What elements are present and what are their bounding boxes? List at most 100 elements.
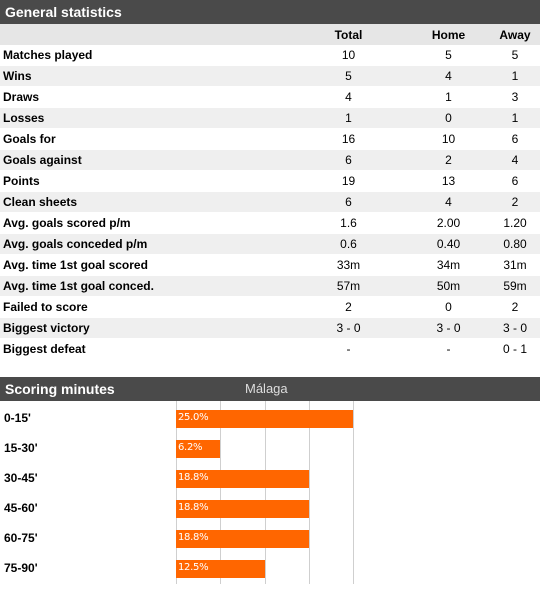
general-statistics-title: General statistics xyxy=(0,0,540,24)
grid-line xyxy=(353,401,354,584)
table-row: Losses 1 0 1 xyxy=(0,107,540,129)
row-label: Failed to score xyxy=(0,296,290,318)
away-cell: 1 xyxy=(490,65,540,87)
total-cell: 19 xyxy=(290,170,407,192)
total-cell: 6 xyxy=(290,149,407,171)
row-label: Draws xyxy=(0,86,290,108)
away-cell: 2 xyxy=(490,191,540,213)
grid-line xyxy=(176,401,177,584)
away-cell: 0 - 1 xyxy=(490,338,540,360)
away-cell: 6 xyxy=(490,128,540,150)
away-cell: 3 - 0 xyxy=(490,317,540,339)
home-cell: 5 xyxy=(407,45,490,66)
total-cell: 1 xyxy=(290,107,407,129)
away-cell: 5 xyxy=(490,45,540,66)
row-label: Clean sheets xyxy=(0,191,290,213)
row-label: Avg. time 1st goal conced. xyxy=(0,275,290,297)
scoring-bar-label: 18.8% xyxy=(178,532,209,543)
row-label: Avg. time 1st goal scored xyxy=(0,254,290,276)
home-cell: 50m xyxy=(407,275,490,297)
table-row: Matches played 10 5 5 xyxy=(0,45,540,66)
home-cell: 1 xyxy=(407,86,490,108)
total-cell: - xyxy=(290,338,407,360)
table-row: Failed to score 2 0 2 xyxy=(0,296,540,318)
home-cell: 4 xyxy=(407,191,490,213)
total-cell: 57m xyxy=(290,275,407,297)
team-name: Málaga xyxy=(245,381,288,396)
scoring-bar: 18.8% xyxy=(176,530,309,548)
minute-bucket-row: 75-90' 12.5% xyxy=(0,554,540,584)
table-row: Goals against 6 2 4 xyxy=(0,149,540,171)
table-row: Avg. goals scored p/m 1.6 2.00 1.20 xyxy=(0,212,540,234)
column-header-total: Total xyxy=(290,24,407,45)
minute-bucket-label: 75-90' xyxy=(4,561,38,575)
table-row: Avg. time 1st goal scored 33m 34m 31m xyxy=(0,254,540,276)
column-header-home: Home xyxy=(407,24,490,45)
home-cell: 3 - 0 xyxy=(407,317,490,339)
total-cell: 1.6 xyxy=(290,212,407,234)
row-label: Wins xyxy=(0,65,290,87)
total-cell: 2 xyxy=(290,296,407,318)
away-cell: 1.20 xyxy=(490,212,540,234)
minute-bucket-label: 0-15' xyxy=(4,411,31,425)
home-cell: 0 xyxy=(407,296,490,318)
column-header-label xyxy=(0,24,290,45)
general-statistics-table: Total Home Away Matches played 10 5 5 Wins 5 4… xyxy=(0,24,540,360)
minute-bucket-label: 60-75' xyxy=(4,531,38,545)
away-cell: 2 xyxy=(490,296,540,318)
scoring-minutes-chart: 0-15' 25.0% 15-30' 6.2% 30-45' 18.8% 45-60' 18.… xyxy=(0,401,540,584)
table-row: Avg. goals conceded p/m 0.6 0.40 0.80 xyxy=(0,233,540,255)
scoring-bar-label: 6.2% xyxy=(178,442,203,453)
home-cell: - xyxy=(407,338,490,360)
home-cell: 10 xyxy=(407,128,490,150)
total-cell: 3 - 0 xyxy=(290,317,407,339)
row-label: Biggest defeat xyxy=(0,338,290,360)
scoring-bar: 25.0% xyxy=(176,410,353,428)
home-cell: 13 xyxy=(407,170,490,192)
row-label: Losses xyxy=(0,107,290,129)
table-row: Avg. time 1st goal conced. 57m 50m 59m xyxy=(0,275,540,297)
table-row: Biggest defeat - -0 - 1 xyxy=(0,338,540,360)
scoring-minutes-section: Scoring minutes Málaga 0-15' 25.0% 15-30' 6… xyxy=(0,377,540,584)
scoring-minutes-header: Scoring minutes Málaga xyxy=(0,377,540,401)
total-cell: 33m xyxy=(290,254,407,276)
away-cell: 1 xyxy=(490,107,540,129)
table-row: Draws 4 1 3 xyxy=(0,86,540,108)
table-row: Points 19 13 6 xyxy=(0,170,540,192)
scoring-bar: 12.5% xyxy=(176,560,265,578)
table-header-row: Total Home Away xyxy=(0,24,540,45)
away-cell: 59m xyxy=(490,275,540,297)
row-label: Goals against xyxy=(0,149,290,171)
section-spacer xyxy=(0,360,540,377)
minute-bucket-row: 0-15' 25.0% xyxy=(0,404,540,434)
grid-line xyxy=(220,401,221,584)
minute-bucket-label: 15-30' xyxy=(4,441,38,455)
grid-line xyxy=(265,401,266,584)
scoring-bar: 18.8% xyxy=(176,470,309,488)
row-label: Avg. goals scored p/m xyxy=(0,212,290,234)
scoring-bar-label: 18.8% xyxy=(178,502,209,513)
total-cell: 4 xyxy=(290,86,407,108)
away-cell: 31m xyxy=(490,254,540,276)
minute-bucket-row: 45-60' 18.8% xyxy=(0,494,540,524)
table-row: Goals for 16 10 6 xyxy=(0,128,540,150)
away-cell: 6 xyxy=(490,170,540,192)
row-label: Avg. goals conceded p/m xyxy=(0,233,290,255)
minute-bucket-row: 60-75' 18.8% xyxy=(0,524,540,554)
column-header-away: Away xyxy=(490,24,540,45)
table-row: Wins 5 4 1 xyxy=(0,65,540,87)
away-cell: 4 xyxy=(490,149,540,171)
scoring-bar-label: 12.5% xyxy=(178,562,209,573)
home-cell: 2.00 xyxy=(407,212,490,234)
home-cell: 2 xyxy=(407,149,490,171)
scoring-minutes-title: Scoring minutes xyxy=(5,381,115,397)
row-label: Matches played xyxy=(0,45,290,66)
total-cell: 0.6 xyxy=(290,233,407,255)
row-label: Biggest victory xyxy=(0,317,290,339)
total-cell: 16 xyxy=(290,128,407,150)
minute-bucket-label: 30-45' xyxy=(4,471,38,485)
minute-bucket-row: 15-30' 6.2% xyxy=(0,434,540,464)
home-cell: 0 xyxy=(407,107,490,129)
general-statistics-section: General statistics Total Home Away Match… xyxy=(0,0,540,360)
